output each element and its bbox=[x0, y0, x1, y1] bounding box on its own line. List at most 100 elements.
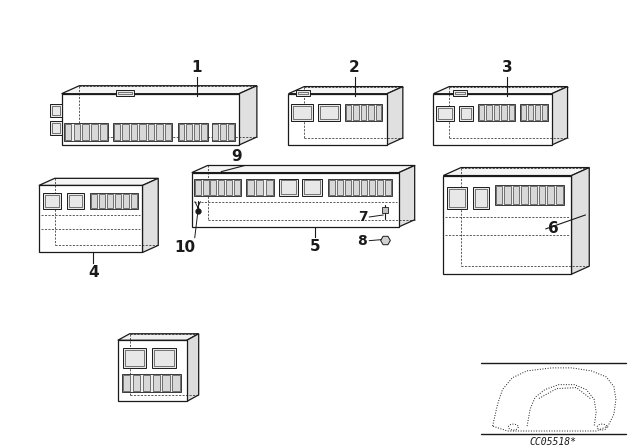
Polygon shape bbox=[547, 186, 554, 204]
Polygon shape bbox=[113, 123, 172, 141]
Polygon shape bbox=[522, 186, 528, 204]
Polygon shape bbox=[552, 86, 568, 145]
Polygon shape bbox=[218, 180, 225, 195]
Polygon shape bbox=[83, 124, 89, 140]
Polygon shape bbox=[143, 375, 150, 391]
Polygon shape bbox=[203, 180, 209, 195]
Polygon shape bbox=[278, 178, 298, 196]
Polygon shape bbox=[337, 180, 343, 195]
Polygon shape bbox=[353, 180, 359, 195]
Polygon shape bbox=[556, 186, 563, 204]
Polygon shape bbox=[148, 124, 154, 140]
Polygon shape bbox=[291, 103, 313, 121]
Polygon shape bbox=[178, 123, 207, 141]
Text: 1: 1 bbox=[191, 60, 202, 75]
Polygon shape bbox=[114, 124, 120, 140]
Polygon shape bbox=[92, 124, 98, 140]
Polygon shape bbox=[163, 375, 170, 391]
Polygon shape bbox=[436, 106, 454, 121]
Polygon shape bbox=[65, 124, 72, 140]
Polygon shape bbox=[74, 124, 80, 140]
Polygon shape bbox=[369, 180, 375, 195]
Polygon shape bbox=[164, 124, 171, 140]
Polygon shape bbox=[122, 124, 129, 140]
Polygon shape bbox=[318, 103, 340, 121]
Polygon shape bbox=[433, 86, 568, 94]
Polygon shape bbox=[459, 106, 473, 121]
Polygon shape bbox=[192, 165, 415, 172]
Polygon shape bbox=[345, 180, 351, 195]
Polygon shape bbox=[444, 168, 589, 176]
Polygon shape bbox=[535, 104, 540, 121]
Polygon shape bbox=[187, 334, 198, 401]
Polygon shape bbox=[345, 103, 382, 121]
Text: 8: 8 bbox=[358, 234, 367, 248]
Polygon shape bbox=[399, 165, 415, 227]
Polygon shape bbox=[387, 86, 403, 145]
Polygon shape bbox=[239, 86, 257, 145]
Polygon shape bbox=[444, 176, 572, 274]
Polygon shape bbox=[473, 187, 489, 209]
Polygon shape bbox=[376, 104, 381, 121]
Polygon shape bbox=[433, 94, 552, 145]
Polygon shape bbox=[486, 104, 492, 121]
Polygon shape bbox=[123, 348, 147, 368]
Polygon shape bbox=[194, 178, 241, 196]
Text: 9: 9 bbox=[232, 149, 242, 164]
Polygon shape bbox=[520, 103, 548, 121]
Text: 6: 6 bbox=[548, 221, 559, 236]
Polygon shape bbox=[99, 194, 105, 208]
Polygon shape bbox=[377, 180, 383, 195]
Polygon shape bbox=[296, 90, 310, 96]
Polygon shape bbox=[118, 334, 198, 340]
Polygon shape bbox=[385, 180, 391, 195]
Polygon shape bbox=[289, 86, 403, 94]
Polygon shape bbox=[192, 172, 399, 227]
Polygon shape bbox=[361, 180, 367, 195]
Polygon shape bbox=[140, 124, 146, 140]
Text: 2: 2 bbox=[349, 60, 360, 75]
Text: 7: 7 bbox=[358, 210, 367, 224]
Polygon shape bbox=[447, 187, 467, 209]
Polygon shape bbox=[493, 104, 499, 121]
Polygon shape bbox=[152, 375, 160, 391]
Polygon shape bbox=[513, 186, 520, 204]
Polygon shape bbox=[478, 103, 515, 121]
Polygon shape bbox=[329, 180, 335, 195]
Text: 4: 4 bbox=[88, 265, 99, 280]
Polygon shape bbox=[107, 194, 113, 208]
Polygon shape bbox=[61, 86, 257, 94]
Polygon shape bbox=[152, 348, 176, 368]
Polygon shape bbox=[179, 124, 184, 140]
Polygon shape bbox=[50, 121, 61, 135]
Polygon shape bbox=[227, 180, 232, 195]
Polygon shape bbox=[247, 180, 254, 195]
Polygon shape bbox=[212, 124, 218, 140]
Polygon shape bbox=[63, 123, 108, 141]
Polygon shape bbox=[90, 193, 138, 209]
Polygon shape bbox=[353, 104, 359, 121]
Polygon shape bbox=[504, 186, 511, 204]
Polygon shape bbox=[156, 124, 163, 140]
Polygon shape bbox=[43, 193, 61, 209]
Polygon shape bbox=[368, 104, 374, 121]
Polygon shape bbox=[131, 194, 136, 208]
Polygon shape bbox=[453, 90, 467, 96]
Polygon shape bbox=[495, 185, 564, 205]
Polygon shape bbox=[131, 124, 137, 140]
Polygon shape bbox=[328, 178, 392, 196]
Polygon shape bbox=[228, 124, 234, 140]
Polygon shape bbox=[541, 104, 547, 121]
Polygon shape bbox=[201, 124, 207, 140]
Polygon shape bbox=[123, 375, 131, 391]
Text: 5: 5 bbox=[310, 239, 321, 254]
Polygon shape bbox=[360, 104, 366, 121]
Polygon shape bbox=[91, 194, 97, 208]
Polygon shape bbox=[528, 104, 533, 121]
Polygon shape bbox=[39, 178, 158, 185]
Polygon shape bbox=[115, 194, 121, 208]
Polygon shape bbox=[346, 104, 351, 121]
Polygon shape bbox=[186, 124, 192, 140]
Polygon shape bbox=[530, 186, 537, 204]
Polygon shape bbox=[495, 186, 502, 204]
